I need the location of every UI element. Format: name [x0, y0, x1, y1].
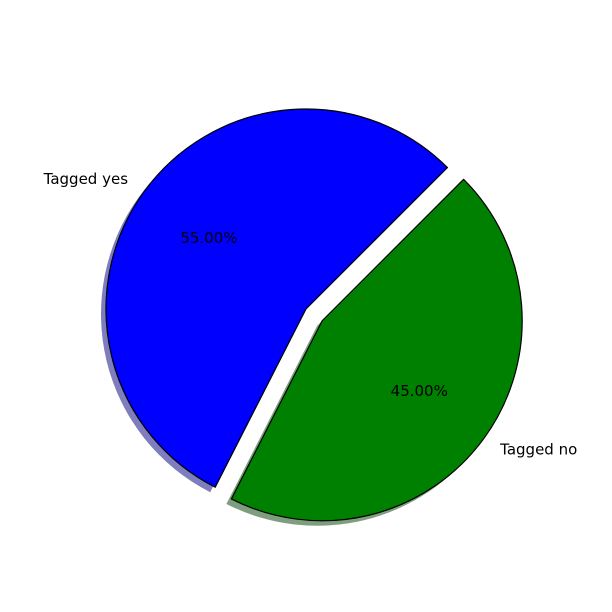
slice-layer [105, 108, 523, 522]
slice-percent-tagged-no: 45.00% [391, 382, 448, 400]
slice-percent-tagged-yes: 55.00% [180, 229, 237, 247]
slice-label-tagged-no: Tagged no [499, 441, 577, 459]
pie-slice-tagged-no [230, 178, 523, 522]
slice-label-tagged-yes: Tagged yes [43, 170, 129, 188]
label-layer: Tagged yes 55.00% Tagged no 45.00% [43, 170, 578, 458]
pie-slice-tagged-yes [105, 108, 449, 488]
